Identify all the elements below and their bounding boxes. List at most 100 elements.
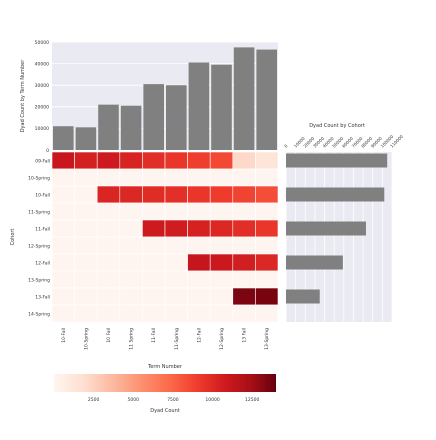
heatmap-cell <box>142 236 166 255</box>
heatmap-cell <box>255 304 279 323</box>
heatmap-cell <box>232 253 256 272</box>
side-bar <box>286 289 320 304</box>
colorbar-tick-label: 5000 <box>128 397 140 403</box>
heatmap-cell <box>187 219 211 238</box>
heatmap-cell <box>74 219 98 238</box>
colorbar-label: Dyad Count <box>150 408 180 414</box>
top-y-tick-label: 30000 <box>35 83 49 89</box>
heatmap-cell <box>51 151 75 170</box>
top-y-tick-label: 0 <box>46 148 49 154</box>
heatmap-cell <box>142 287 166 306</box>
heatmap-cell <box>74 202 98 221</box>
heatmap-cell <box>255 202 279 221</box>
heatmap-cell <box>187 304 211 323</box>
heatmap-cell <box>51 270 75 289</box>
heatmap-cell <box>255 287 279 306</box>
heatmap-y-tick-label: 10-Spring <box>28 175 50 181</box>
heatmap-cell <box>209 270 234 289</box>
side-bar <box>286 255 343 270</box>
heatmap-cell <box>255 151 279 170</box>
heatmap-cell <box>51 287 75 306</box>
heatmap-cell <box>96 253 121 272</box>
heatmap-cell <box>209 253 234 272</box>
heatmap-cell <box>232 270 256 289</box>
heatmap-cell <box>119 287 143 306</box>
heatmap-cell <box>232 202 256 221</box>
heatmap-cell <box>187 287 211 306</box>
heatmap-cell <box>119 168 143 187</box>
top-bar <box>166 85 187 150</box>
top-bar <box>98 104 119 150</box>
heatmap-cell <box>255 236 279 255</box>
heatmap-cell <box>96 236 121 255</box>
heatmap-cell <box>187 253 211 272</box>
heatmap-cell <box>96 151 121 170</box>
heatmap-cell <box>119 270 143 289</box>
heatmap-cell <box>96 185 121 204</box>
heatmap-x-tick-label: 10-Fall <box>61 328 67 343</box>
heatmap-cell <box>51 304 75 323</box>
heatmap-y-tick-label: 11-Spring <box>28 209 50 215</box>
heatmap-cell <box>119 253 143 272</box>
heatmap-cell <box>74 168 98 187</box>
top-y-tick-label: 20000 <box>35 105 49 111</box>
heatmap-cell <box>232 287 256 306</box>
heatmap-cell <box>96 202 121 221</box>
top-y-tick-label: 40000 <box>35 61 49 67</box>
heatmap-cell <box>164 287 188 306</box>
heatmap-cell <box>164 202 188 221</box>
heatmap-cell <box>164 304 188 323</box>
top-bar <box>256 49 277 151</box>
heatmap-y-tick-label: 14-Spring <box>28 311 50 317</box>
heatmap-cell <box>209 168 234 187</box>
heatmap-cell <box>232 168 256 187</box>
top-y-tick-label: 50000 <box>35 40 49 46</box>
top-bar <box>211 64 232 150</box>
colorbar-tick-label: 2500 <box>88 397 100 403</box>
heatmap-cell <box>255 168 279 187</box>
top-bar <box>75 127 97 150</box>
heatmap-cell <box>187 202 211 221</box>
side-chart-title: Dyad Count by Cohort <box>309 123 365 129</box>
side-bar <box>286 153 388 168</box>
heatmap-cell <box>142 185 166 204</box>
heatmap-cell <box>209 236 234 255</box>
heatmap-cell <box>74 236 98 255</box>
heatmap-x-tick-label: 11-Spring <box>174 328 180 350</box>
heatmap-cell <box>96 219 121 238</box>
heatmap-cell <box>255 219 279 238</box>
heatmap-cell <box>232 151 256 170</box>
heatmap-cell <box>51 168 75 187</box>
heatmap-y-tick-label: 12-Fall <box>35 260 50 266</box>
heatmap-x-tick-label: 11 Spring <box>129 328 135 350</box>
heatmap-cell <box>209 287 234 306</box>
heatmap-cell <box>187 185 211 204</box>
heatmap-x-tick-label: 10-Spring <box>83 328 89 350</box>
side-bar <box>286 221 366 236</box>
colorbar-tick-label: 10000 <box>205 397 219 403</box>
top-bar <box>233 47 255 150</box>
heatmap-cell <box>96 287 121 306</box>
heatmap-x-tick-label: 10 Fall <box>106 328 112 343</box>
heatmap-cell <box>74 270 98 289</box>
heatmap-cell <box>232 219 256 238</box>
heatmap-cell <box>74 253 98 272</box>
heatmap-cell <box>187 236 211 255</box>
heatmap-cell <box>74 287 98 306</box>
heatmap-cell <box>119 202 143 221</box>
heatmap-cell <box>74 304 98 323</box>
heatmap-cell <box>209 185 234 204</box>
heatmap-y-tick-label: 13-Fall <box>35 294 50 300</box>
top-y-axis-label: Dyad Count by Term Number <box>20 59 26 133</box>
heatmap-cell <box>187 168 211 187</box>
heatmap-x-tick-label: 13-Spring <box>264 328 270 350</box>
heatmap-y-tick-label: 10-Fall <box>35 192 50 198</box>
heatmap-cell <box>187 270 211 289</box>
heatmap-cell <box>51 185 75 204</box>
colorbar <box>54 374 276 392</box>
heatmap-cell <box>209 304 234 323</box>
heatmap-cell <box>96 304 121 323</box>
heatmap-cell <box>164 236 188 255</box>
top-bar <box>53 126 74 150</box>
